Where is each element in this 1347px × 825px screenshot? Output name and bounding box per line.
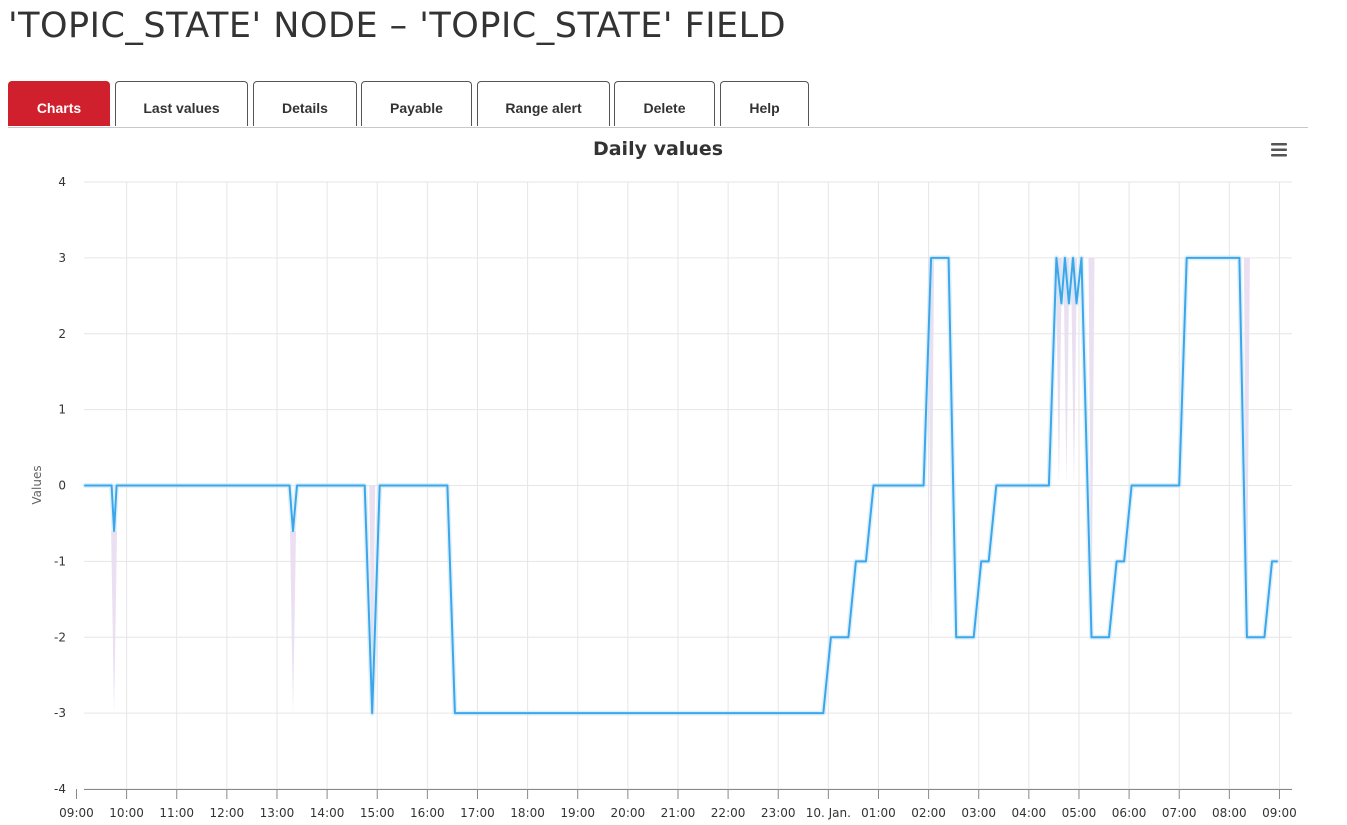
x-tick-label: 10:00 (109, 806, 144, 820)
x-tick-label: 12:00 (210, 806, 245, 820)
x-tick-label: 18:00 (510, 806, 545, 820)
range-band (1243, 257, 1250, 638)
y-tick-label: 0 (58, 479, 66, 493)
range-band (1055, 257, 1062, 486)
series-layer (82, 255, 1280, 716)
y-tick-label: 3 (58, 251, 66, 265)
x-tick-label: 10. Jan. (806, 806, 851, 820)
x-tick-labels: 09:00 10:00 11:00 12:00 13:00 14:00 15:00 16:00… (59, 806, 1297, 820)
page-title: 'TOPIC_STATE' NODE – 'TOPIC_STATE' FIELD (8, 6, 787, 46)
x-tick-label: 13:00 (260, 806, 295, 820)
x-tick-label: 09:00 (59, 806, 94, 820)
x-tick-label: 17:00 (460, 806, 495, 820)
hamburger-menu-icon[interactable] (1266, 140, 1292, 160)
tab-range-alert[interactable]: Range alert (477, 81, 610, 126)
x-tick-label: 21:00 (661, 806, 696, 820)
x-tick-label: 20:00 (611, 806, 646, 820)
tab-payable[interactable]: Payable (361, 81, 472, 126)
tab-delete[interactable]: Delete (614, 81, 715, 126)
range-band (1088, 257, 1095, 638)
x-tick-label: 11:00 (159, 806, 194, 820)
x-tick-label: 23:00 (761, 806, 796, 820)
x-tick-label: 01:00 (861, 806, 896, 820)
y-tick-label: 4 (58, 175, 66, 189)
x-tick-label: 19:00 (560, 806, 595, 820)
tab-help[interactable]: Help (720, 81, 809, 126)
tab-details[interactable]: Details (253, 81, 357, 126)
x-tick-label: 06:00 (1112, 806, 1147, 820)
axes (75, 789, 1292, 799)
x-tick-label: 22:00 (711, 806, 746, 820)
x-tick-label: 02:00 (911, 806, 946, 820)
y-tick-label: -3 (54, 706, 66, 720)
x-tick-label: 16:00 (410, 806, 445, 820)
y-tick-label: 2 (58, 327, 66, 341)
series-line (84, 256, 1278, 715)
y-axis-label: Values (30, 465, 44, 504)
range-band (111, 531, 118, 714)
y-tick-label: -1 (54, 554, 66, 568)
range-band (1063, 257, 1070, 486)
x-tick-label: 04:00 (1012, 806, 1047, 820)
tab-bar: Charts Last values Details Payable Range… (8, 81, 1308, 128)
range-band (290, 531, 297, 714)
range-band (1070, 257, 1077, 486)
x-tick-label: 03:00 (961, 806, 996, 820)
range-band (369, 485, 376, 714)
x-tick-label: 15:00 (360, 806, 395, 820)
x-tick-label: 07:00 (1162, 806, 1197, 820)
x-tick-label: 08:00 (1212, 806, 1247, 820)
x-tick-label: 14:00 (310, 806, 345, 820)
x-tick-label: 05:00 (1062, 806, 1097, 820)
y-tick-labels: -4 -3 -2 -1 0 1 2 3 4 (54, 175, 66, 796)
chart-title: Daily values (593, 138, 723, 160)
tab-last-values[interactable]: Last values (115, 81, 248, 126)
tab-charts[interactable]: Charts (8, 81, 110, 126)
daily-values-chart: Daily values Values -4 -3 -2 -1 0 1 2 3 4 09:00 1… (30, 138, 1297, 820)
y-tick-label: 1 (58, 403, 66, 417)
x-tick-label: 09:00 (1262, 806, 1297, 820)
y-tick-label: -2 (54, 630, 66, 644)
y-tick-label: -4 (54, 782, 66, 796)
